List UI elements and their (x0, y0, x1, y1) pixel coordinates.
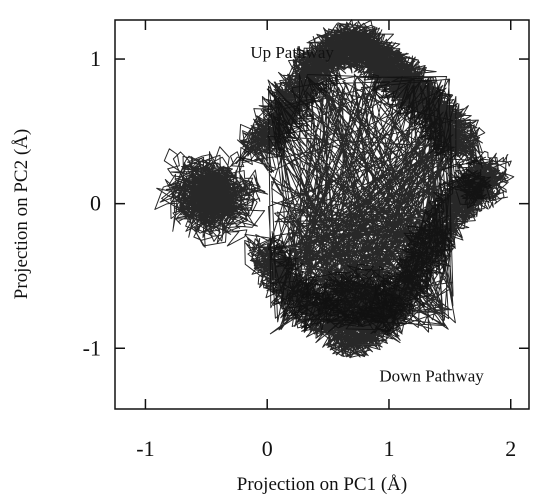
y-axis-label: Projection on PC2 (Å) (11, 129, 32, 299)
trajectory-bridge-lines (267, 73, 457, 335)
y-tick-label-1: 0 (90, 191, 101, 216)
annotation-up-pathway: Up Pathway (250, 43, 334, 62)
x-tick-label-0: -1 (136, 436, 154, 461)
x-tick-label-2: 1 (383, 436, 394, 461)
trajectory-layer (154, 19, 515, 359)
y-tick-label-2: 1 (90, 46, 101, 71)
y-tick-label-0: -1 (83, 335, 101, 360)
annotation-down-pathway: Down Pathway (379, 367, 484, 386)
axis-ticks: -1 0 1 2 -1 0 1 (83, 20, 529, 461)
trajectory-cluster-1 (154, 146, 269, 248)
plot-frame (114, 19, 530, 410)
x-axis-label: Projection on PC1 (Å) (237, 474, 407, 495)
x-tick-label-3: 2 (505, 436, 516, 461)
x-tick-label-1: 0 (262, 436, 273, 461)
